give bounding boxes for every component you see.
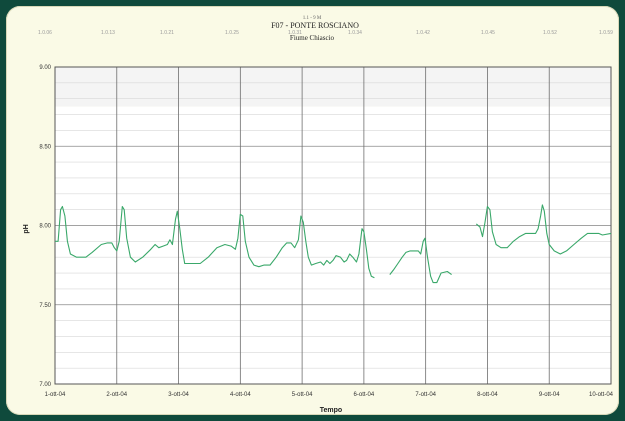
chart-subtitle: Fiume Chiascio — [290, 34, 335, 42]
top-tick-label: 1.0.21 — [160, 30, 174, 36]
y-tick-label: 7.00 — [39, 382, 51, 388]
top-tick-labels: 1.0.06 1.0.13 1.0.21 1.0.25 1.0.31 1.0.34 1.0.… — [38, 30, 613, 36]
x-tick-label: 2-ott-04 — [106, 392, 127, 398]
chart-small-title: 1.1 - 9 M — [303, 16, 322, 21]
plot-band-top — [55, 67, 611, 107]
x-tick-label: 8-ott-04 — [477, 392, 498, 398]
top-tick-label: 1.0.25 — [225, 30, 239, 36]
y-axis-label: pH — [23, 224, 30, 233]
top-tick-label: 1.0.06 — [38, 30, 52, 36]
top-tick-label: 1.0.13 — [101, 30, 115, 36]
ph-series-line — [55, 205, 375, 279]
top-tick-label: 1.0.59 — [599, 30, 613, 36]
x-tick-label: 4-ott-04 — [230, 392, 251, 398]
plot-background — [55, 106, 611, 384]
y-tick-label: 7.50 — [39, 303, 51, 309]
ph-series-line — [389, 237, 452, 284]
top-tick-label: 1.0.34 — [348, 30, 362, 36]
x-tick-label: 1-ott-04 — [45, 392, 66, 398]
x-tick-label: 6-ott-04 — [354, 392, 375, 398]
x-tick-label: 5-ott-04 — [292, 392, 313, 398]
chart-title: F07 - PONTE ROSCIANO — [271, 21, 359, 30]
top-tick-label: 1.0.45 — [481, 30, 495, 36]
y-tick-label: 8.00 — [39, 224, 51, 230]
ph-series-line — [475, 204, 612, 255]
top-tick-label: 1.0.52 — [543, 30, 557, 36]
top-tick-label: 1.0.42 — [416, 30, 430, 36]
plot-border — [54, 66, 612, 385]
x-tick-label: 9-ott-04 — [539, 392, 560, 398]
plot-area: 7.00 7.50 8.00 8.50 9.00 1-ott-04 2-ott-04 3-ot… — [39, 65, 613, 398]
y-tick-label: 8.50 — [39, 144, 51, 150]
x-tick-label: 10-ott-04 — [589, 392, 614, 398]
y-tick-label: 9.00 — [39, 65, 51, 71]
x-tick-label: 3-ott-04 — [168, 392, 189, 398]
top-tick-label: 1.0.31 — [288, 30, 302, 36]
x-tick-label: 7-ott-04 — [415, 392, 436, 398]
x-axis-label: Tempo — [320, 407, 342, 414]
